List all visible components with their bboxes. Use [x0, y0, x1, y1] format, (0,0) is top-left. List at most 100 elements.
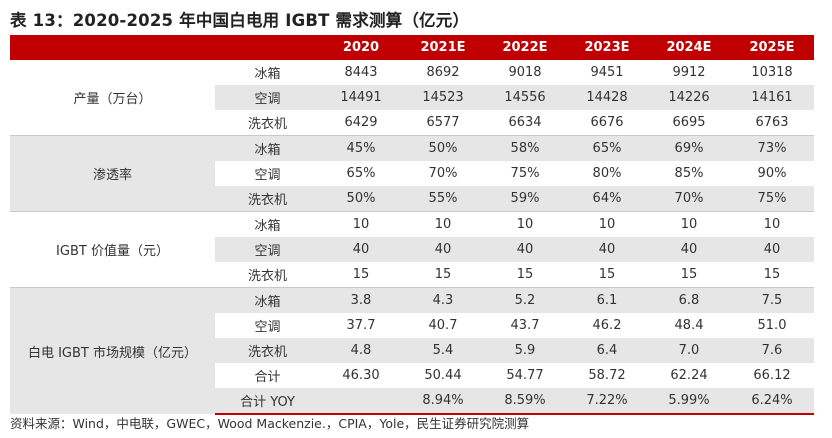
- value-cell: 7.5: [730, 287, 814, 313]
- value-cell: 45%: [320, 135, 402, 161]
- value-cell: 6676: [566, 110, 648, 136]
- table-row: 洗衣机 50% 55% 59% 64% 70% 75%: [10, 186, 814, 212]
- header-cell: 2023E: [566, 35, 648, 60]
- value-cell: 5.2: [484, 287, 566, 313]
- value-cell: 40: [566, 237, 648, 262]
- value-cell: 7.22%: [566, 388, 648, 415]
- row-label: 空调: [215, 85, 320, 110]
- table-row: 空调 14491 14523 14556 14428 14226 14161: [10, 85, 814, 110]
- value-cell: 73%: [730, 135, 814, 161]
- value-cell: 7.0: [648, 338, 730, 363]
- value-cell: 50%: [320, 186, 402, 212]
- value-cell: 15: [402, 262, 484, 288]
- value-cell: 69%: [648, 135, 730, 161]
- value-cell: 4.3: [402, 287, 484, 313]
- row-label: 合计: [254, 370, 281, 385]
- group-label: 渗透率: [10, 135, 215, 212]
- value-cell: 75%: [730, 186, 814, 212]
- table-row: 空调 65% 70% 75% 80% 85% 90%: [10, 161, 814, 186]
- value-cell: 85%: [674, 166, 704, 181]
- value-cell: 40: [320, 237, 402, 262]
- row-label: 洗衣机: [215, 262, 320, 288]
- header-cell: 2024E: [648, 35, 730, 60]
- value-cell: 80%: [592, 166, 622, 181]
- value-cell: 43.7: [510, 318, 540, 333]
- value-cell: 5.4: [402, 338, 484, 363]
- row-label: 洗衣机: [215, 110, 320, 136]
- value-cell: 51.0: [757, 318, 787, 333]
- value-cell: 8443: [344, 65, 378, 80]
- value-cell: 70%: [428, 166, 458, 181]
- value-cell: 10318: [751, 65, 793, 80]
- table-title: 表 13：2020-2025 年中国白电用 IGBT 需求测算（亿元）: [10, 11, 470, 30]
- value-cell: 6695: [648, 110, 730, 136]
- table-row: IGBT 价值量（元） 冰箱 10 10 10 10 10 10: [10, 211, 814, 288]
- table-row: 空调 37.7 40.7 43.7 46.2 48.4 51.0: [10, 313, 814, 338]
- value-cell: 10: [598, 217, 616, 232]
- value-cell: 14491: [320, 85, 402, 110]
- value-cell: 46.2: [592, 318, 622, 333]
- value-cell: 40: [484, 237, 566, 262]
- row-label: 冰箱: [215, 135, 320, 161]
- header-cell: 2021E: [402, 35, 484, 60]
- header-cell: 2025E: [730, 35, 814, 60]
- value-cell: 40.7: [428, 318, 458, 333]
- value-cell: 15: [484, 262, 566, 288]
- value-cell: 10: [352, 217, 370, 232]
- value-cell: 10: [516, 217, 534, 232]
- value-cell: 15: [566, 262, 648, 288]
- value-cell: 50.44: [424, 368, 462, 383]
- header-cell: [10, 35, 215, 60]
- table-row: 合计 YOY 8.94% 8.59% 7.22% 5.99% 6.24%: [10, 388, 814, 415]
- value-cell: 5.99%: [648, 388, 730, 415]
- value-cell: 9018: [508, 65, 542, 80]
- table-row: 空调 40 40 40 40 40 40: [10, 237, 814, 262]
- value-cell: 8.59%: [484, 388, 566, 415]
- value-cell: 10: [680, 217, 698, 232]
- value-cell: 48.4: [674, 318, 704, 333]
- value-cell: 15: [320, 262, 402, 288]
- value-cell: 10: [763, 217, 781, 232]
- header-cell: [215, 35, 320, 60]
- value-cell: 6429: [320, 110, 402, 136]
- value-cell: 6.24%: [730, 388, 814, 415]
- row-label: 冰箱: [254, 67, 281, 82]
- value-cell: 6.4: [566, 338, 648, 363]
- row-label: 洗衣机: [215, 338, 320, 363]
- value-cell: 8.94%: [402, 388, 484, 415]
- table-row: 渗透率 冰箱 45% 50% 58% 65% 69% 73%: [10, 135, 814, 212]
- table-row: 洗衣机 15 15 15 15 15 15: [10, 262, 814, 288]
- table-row: 洗衣机 4.8 5.4 5.9 6.4 7.0 7.6: [10, 338, 814, 363]
- table-row: 产量（万台） 冰箱 8443 8692 9018 9451 9912 10318: [10, 60, 814, 136]
- value-cell: 64%: [566, 186, 648, 212]
- header-row: 2020 2021E 2022E 2023E 2024E 2025E: [10, 35, 814, 60]
- source-note: 资料来源：Wind，中电联，GWEC，Wood Mackenzie.，CPIA，…: [10, 416, 530, 431]
- row-label: 空调: [215, 237, 320, 262]
- value-cell: 6763: [730, 110, 814, 136]
- value-cell: 66.12: [753, 368, 791, 383]
- value-cell: 40: [648, 237, 730, 262]
- value-cell: 6.1: [566, 287, 648, 313]
- value-cell: 15: [730, 262, 814, 288]
- value-cell: 62.24: [670, 368, 708, 383]
- row-label: 洗衣机: [215, 186, 320, 212]
- row-label: 合计 YOY: [215, 388, 320, 415]
- value-cell: 37.7: [346, 318, 376, 333]
- group-label: 产量（万台）: [10, 60, 215, 136]
- header-cell: 2022E: [484, 35, 566, 60]
- value-cell: 14226: [648, 85, 730, 110]
- value-cell: 14523: [402, 85, 484, 110]
- value-cell: 4.8: [320, 338, 402, 363]
- group-label: IGBT 价值量（元）: [10, 211, 215, 288]
- value-cell: 10: [434, 217, 452, 232]
- value-cell: 14428: [566, 85, 648, 110]
- header-cell: 2020: [320, 35, 402, 60]
- value-cell: 65%: [566, 135, 648, 161]
- row-label: 冰箱: [215, 287, 320, 313]
- row-label: 冰箱: [254, 219, 281, 234]
- value-cell: 14161: [730, 85, 814, 110]
- value-cell: 58.72: [588, 368, 626, 383]
- value-cell: 46.30: [342, 368, 380, 383]
- value-cell: 40: [730, 237, 814, 262]
- value-cell: 58%: [484, 135, 566, 161]
